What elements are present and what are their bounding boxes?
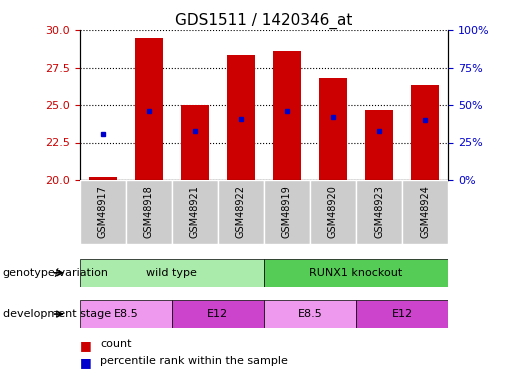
Text: development stage: development stage — [3, 309, 111, 319]
Text: ■: ■ — [80, 339, 92, 352]
Text: GSM48923: GSM48923 — [374, 186, 384, 238]
Bar — [227, 56, 255, 180]
Text: E8.5: E8.5 — [298, 309, 322, 319]
Bar — [80, 180, 126, 244]
Bar — [80, 300, 172, 328]
Text: E12: E12 — [208, 309, 229, 319]
Title: GDS1511 / 1420346_at: GDS1511 / 1420346_at — [175, 12, 353, 28]
Bar — [172, 300, 264, 328]
Bar — [218, 180, 264, 244]
Text: GSM48924: GSM48924 — [420, 186, 430, 238]
Bar — [264, 259, 448, 287]
Text: RUNX1 knockout: RUNX1 knockout — [310, 268, 403, 278]
Text: GSM48922: GSM48922 — [236, 185, 246, 238]
Text: GSM48919: GSM48919 — [282, 186, 292, 238]
Bar — [181, 105, 209, 180]
Bar — [89, 177, 116, 180]
Bar — [365, 110, 393, 180]
Text: E8.5: E8.5 — [113, 309, 138, 319]
Text: count: count — [100, 339, 132, 350]
Text: genotype/variation: genotype/variation — [3, 268, 109, 278]
Text: GSM48920: GSM48920 — [328, 186, 338, 238]
Text: E12: E12 — [391, 309, 413, 319]
Text: percentile rank within the sample: percentile rank within the sample — [100, 356, 288, 366]
Bar — [310, 180, 356, 244]
Bar — [264, 180, 310, 244]
Bar — [126, 180, 172, 244]
Text: wild type: wild type — [146, 268, 197, 278]
Text: GSM48918: GSM48918 — [144, 186, 154, 238]
Bar — [172, 180, 218, 244]
Bar — [356, 300, 448, 328]
Bar — [264, 300, 356, 328]
Bar — [135, 38, 163, 180]
Bar — [273, 51, 301, 180]
Text: GSM48921: GSM48921 — [190, 186, 200, 238]
Bar — [411, 86, 439, 180]
Text: GSM48917: GSM48917 — [98, 186, 108, 238]
Bar — [319, 78, 347, 180]
Bar — [80, 259, 264, 287]
Bar — [402, 180, 448, 244]
Text: ■: ■ — [80, 356, 92, 369]
Bar — [356, 180, 402, 244]
